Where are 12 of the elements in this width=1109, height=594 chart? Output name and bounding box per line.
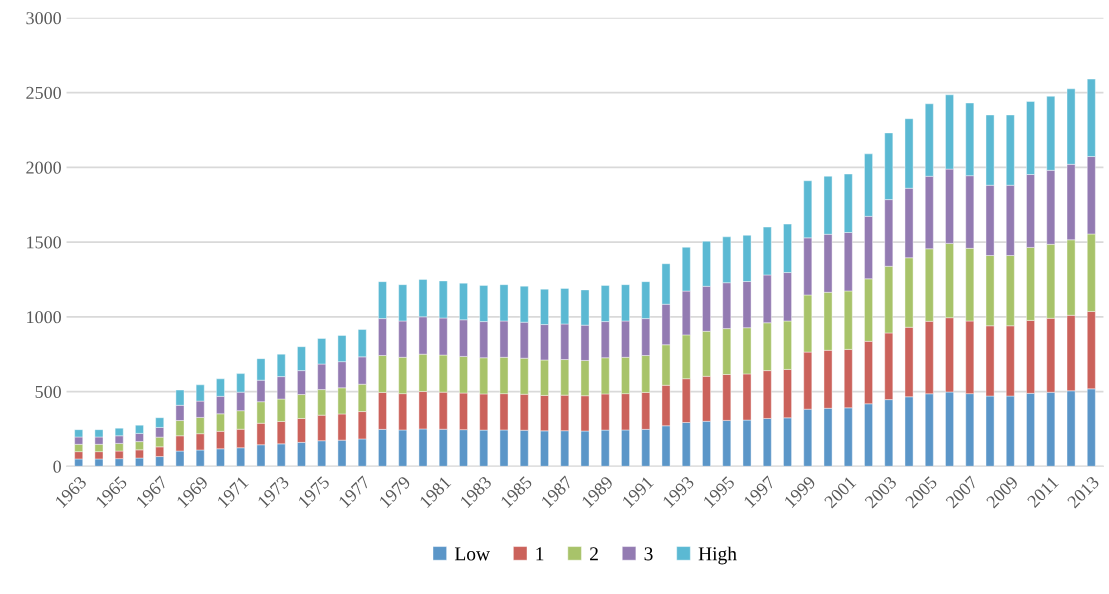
y-tick-label: 500 <box>35 385 61 398</box>
legend-label: High <box>698 546 737 565</box>
y-tick-label: 2500 <box>26 86 61 100</box>
legend-label: 1 <box>536 547 544 561</box>
legend-label: 3 <box>644 547 653 561</box>
y-tick-label: 3000 <box>26 12 61 25</box>
legend-label: Low <box>454 547 490 561</box>
y-tick-label: 1500 <box>27 236 61 249</box>
y-tick-label: 2000 <box>26 161 61 174</box>
y-tick-label: 0 <box>53 460 61 473</box>
y-tick-label: 1000 <box>27 311 61 324</box>
legend-label: 2 <box>590 547 598 561</box>
